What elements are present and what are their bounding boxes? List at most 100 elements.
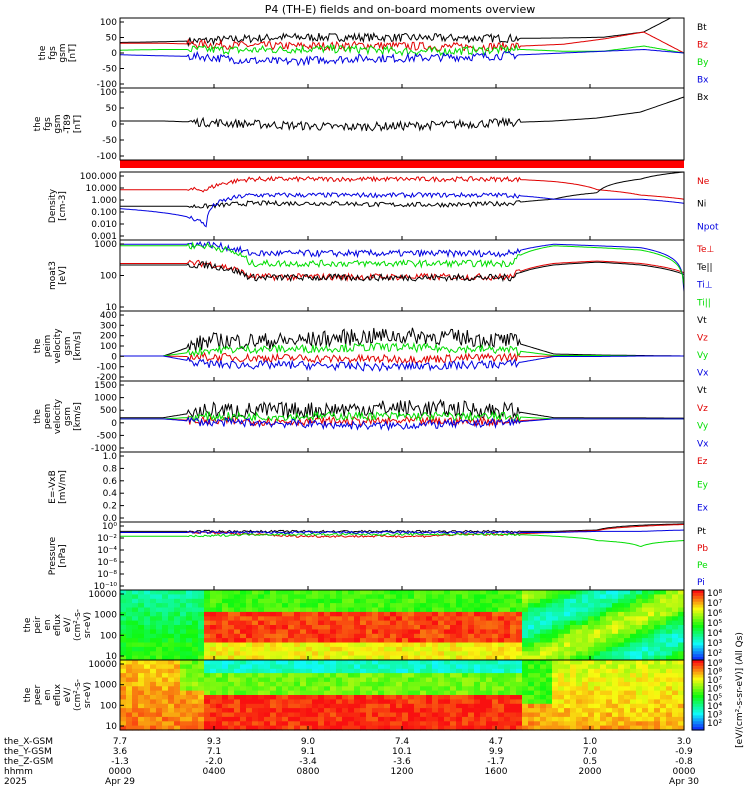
spectrogram-cell [360, 620, 367, 626]
spectrogram-cell [570, 703, 577, 709]
legend-entry: Pe [697, 561, 708, 571]
spectrogram-cell [294, 594, 301, 600]
spectrogram-cell [132, 695, 139, 700]
orbit-row-value: 7.0 [583, 747, 598, 757]
spectrogram-cell [342, 594, 349, 600]
spectrogram-cell [342, 673, 349, 679]
spectrogram-cell [600, 590, 607, 595]
spectrogram-cell [210, 598, 217, 604]
spectrogram-cell [510, 651, 517, 657]
spectrogram-cell [456, 681, 463, 687]
spectrogram-cell [246, 673, 253, 679]
spectrogram-cell [528, 721, 535, 727]
spectrogram-cell [672, 646, 679, 652]
spectrogram-cell [456, 699, 463, 705]
spectrogram-cell [336, 642, 343, 648]
spectrogram-cell [582, 590, 589, 595]
spectrogram-cell [120, 598, 127, 604]
spectrogram-cell [252, 633, 259, 639]
spectrogram-cell [636, 686, 643, 692]
spectrogram-cell [522, 655, 529, 661]
spectrogram-cell [486, 686, 493, 692]
spectrogram-cell [144, 603, 151, 609]
spectrogram-cell [312, 620, 319, 626]
spectrogram-cell [132, 598, 139, 604]
spectrogram-cell [396, 695, 403, 700]
spectrogram-cell [426, 607, 433, 613]
spectrogram-cell [222, 590, 229, 595]
spectrogram-cell [282, 690, 289, 696]
spectrogram-cell [444, 699, 451, 705]
spectrogram-cell [654, 616, 661, 622]
spectrogram-cell [672, 651, 679, 657]
spectrogram-cell [414, 633, 421, 639]
spectrogram-cell [612, 660, 619, 665]
spectrogram-cell [480, 611, 487, 617]
spectrogram-cell [294, 664, 301, 670]
spectrogram-cell [240, 712, 247, 718]
spectrogram-cell [606, 620, 613, 626]
spectrogram-cell [516, 690, 523, 696]
spectrogram-cell [654, 638, 661, 644]
spectrogram-cell [186, 642, 193, 648]
spectrogram-cell [360, 686, 367, 692]
spectrogram-cell [468, 651, 475, 657]
orbit-row-value: 2000 [579, 767, 602, 777]
spectrogram-cell [594, 721, 601, 727]
spectrogram-cell [552, 590, 559, 595]
spectrogram-cell [186, 633, 193, 639]
spectrogram-cell [396, 655, 403, 661]
spectrogram-cell [246, 594, 253, 600]
spectrogram-cell [558, 638, 565, 644]
spectrogram-cell [306, 660, 313, 665]
spectrogram-cell [300, 603, 307, 609]
spectrogram-cell [516, 611, 523, 617]
spectrogram-cell [228, 594, 235, 600]
spectrogram-cell [192, 638, 199, 644]
spectrogram-cell [462, 721, 469, 727]
spectrogram-cell [138, 646, 145, 652]
spectrogram-cell [318, 611, 325, 617]
spectrogram-cell [402, 695, 409, 700]
spectrogram-cell [378, 620, 385, 626]
spectrogram-cell [480, 703, 487, 709]
spectrogram-cell [264, 664, 271, 670]
spectrogram-cell [342, 703, 349, 709]
spectrogram-cell [606, 651, 613, 657]
spectrogram-cell [636, 681, 643, 687]
spectrogram-cell [126, 590, 133, 595]
y-axis-label: velocity [53, 328, 63, 364]
spectrogram-cell [180, 616, 187, 622]
spectrogram-cell [222, 703, 229, 709]
spectrogram-cell [432, 703, 439, 709]
spectrogram-cell [444, 695, 451, 700]
spectrogram-cell [558, 620, 565, 626]
spectrogram-cell [660, 712, 667, 718]
colorbar-cell [692, 686, 704, 690]
spectrogram-cell [552, 703, 559, 709]
spectrogram-cell [540, 677, 547, 683]
spectrogram-cell [132, 607, 139, 613]
spectrogram-cell [666, 594, 673, 600]
spectrogram-cell [120, 703, 127, 709]
spectrogram-cell [588, 721, 595, 727]
colorbar-tick-label: 10⁵ [707, 693, 722, 703]
spectrogram-cell [132, 638, 139, 644]
spectrogram-cell [270, 699, 277, 705]
spectrogram-cell [552, 681, 559, 687]
spectrogram-cell [312, 616, 319, 622]
spectrogram-cell [558, 708, 565, 714]
colorbar-tick-label: 10³ [707, 710, 722, 720]
colorbar-cell [692, 718, 704, 722]
spectrogram-cell [546, 690, 553, 696]
orbit-row-label: the_Y-GSM [4, 747, 52, 757]
legend-entry: Npot [697, 222, 719, 232]
spectrogram-cell [630, 668, 637, 674]
colorbar-frame [691, 659, 705, 731]
spectrogram-cell [498, 660, 505, 665]
legend-entry: Ex [697, 504, 709, 514]
spectrogram-cell [180, 660, 187, 665]
spectrogram-cell [678, 603, 685, 609]
spectrogram-cell [666, 642, 673, 648]
